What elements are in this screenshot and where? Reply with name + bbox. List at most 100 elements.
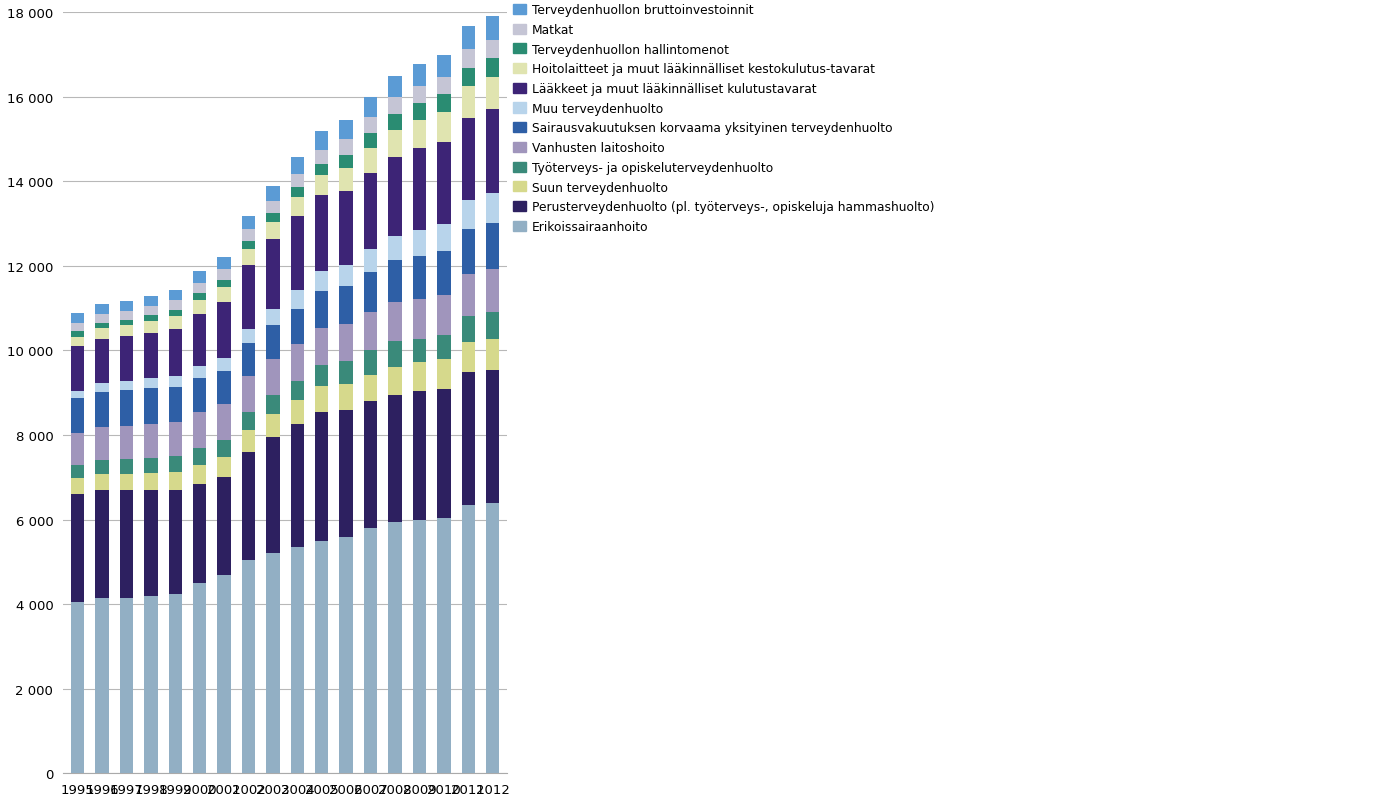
Bar [315, 366, 328, 387]
Bar [389, 115, 401, 131]
Bar [486, 59, 499, 78]
Bar [339, 156, 353, 169]
Bar [242, 377, 256, 413]
Bar [364, 118, 378, 134]
Bar [144, 322, 158, 333]
Bar [389, 261, 401, 303]
Bar [242, 216, 256, 230]
Bar [291, 175, 304, 188]
Bar [267, 438, 280, 554]
Bar [486, 78, 499, 110]
Bar [339, 537, 353, 773]
Bar [389, 237, 401, 261]
Bar [242, 430, 256, 452]
Bar [95, 304, 109, 315]
Bar [437, 360, 451, 389]
Bar [192, 367, 206, 379]
Bar [217, 358, 231, 371]
Bar [339, 169, 353, 191]
Bar [192, 294, 206, 301]
Bar [412, 339, 426, 363]
Bar [169, 290, 181, 301]
Bar [462, 316, 475, 342]
Bar [242, 452, 256, 560]
Bar [364, 375, 378, 402]
Bar [291, 381, 304, 401]
Bar [217, 441, 231, 458]
Bar [412, 520, 426, 773]
Bar [169, 457, 181, 473]
Bar [486, 270, 499, 312]
Bar [144, 596, 158, 773]
Bar [462, 118, 475, 201]
Bar [412, 104, 426, 121]
Bar [242, 230, 256, 242]
Bar [242, 344, 256, 377]
Bar [389, 395, 401, 522]
Bar [71, 337, 84, 347]
Bar [95, 460, 109, 475]
Bar [169, 473, 181, 491]
Bar [144, 459, 158, 474]
Bar [267, 186, 280, 202]
Bar [437, 252, 451, 296]
Bar [291, 216, 304, 290]
Bar [437, 113, 451, 142]
Bar [120, 426, 133, 459]
Bar [437, 225, 451, 252]
Bar [169, 594, 181, 773]
Bar [486, 503, 499, 773]
Bar [389, 368, 401, 395]
Bar [315, 150, 328, 165]
Bar [192, 465, 206, 484]
Bar [412, 65, 426, 87]
Bar [339, 362, 353, 385]
Bar [315, 387, 328, 412]
Bar [462, 372, 475, 505]
Bar [486, 17, 499, 41]
Bar [437, 518, 451, 773]
Bar [217, 287, 231, 303]
Bar [169, 329, 181, 377]
Bar [291, 401, 304, 425]
Bar [267, 310, 280, 326]
Bar [339, 324, 353, 362]
Bar [71, 465, 84, 479]
Bar [364, 250, 378, 272]
Bar [412, 363, 426, 391]
Bar [242, 330, 256, 344]
Bar [462, 505, 475, 773]
Bar [339, 141, 353, 156]
Bar [95, 598, 109, 773]
Bar [389, 98, 401, 115]
Bar [339, 191, 353, 265]
Bar [144, 491, 158, 596]
Bar [486, 370, 499, 503]
Bar [192, 448, 206, 465]
Bar [144, 333, 158, 379]
Bar [192, 484, 206, 583]
Bar [437, 336, 451, 360]
Bar [364, 312, 378, 351]
Bar [192, 283, 206, 294]
Bar [267, 326, 280, 360]
Bar [437, 78, 451, 95]
Bar [120, 302, 133, 312]
Bar [364, 98, 378, 118]
Bar [315, 412, 328, 541]
Bar [412, 231, 426, 257]
Bar [217, 575, 231, 773]
Bar [267, 214, 280, 222]
Bar [71, 313, 84, 324]
Bar [315, 292, 328, 328]
Bar [437, 296, 451, 336]
Bar [144, 296, 158, 307]
Bar [291, 309, 304, 344]
Bar [437, 95, 451, 113]
Bar [217, 257, 231, 270]
Bar [217, 405, 231, 441]
Bar [315, 132, 328, 150]
Bar [462, 342, 475, 372]
Bar [267, 396, 280, 414]
Bar [267, 360, 280, 396]
